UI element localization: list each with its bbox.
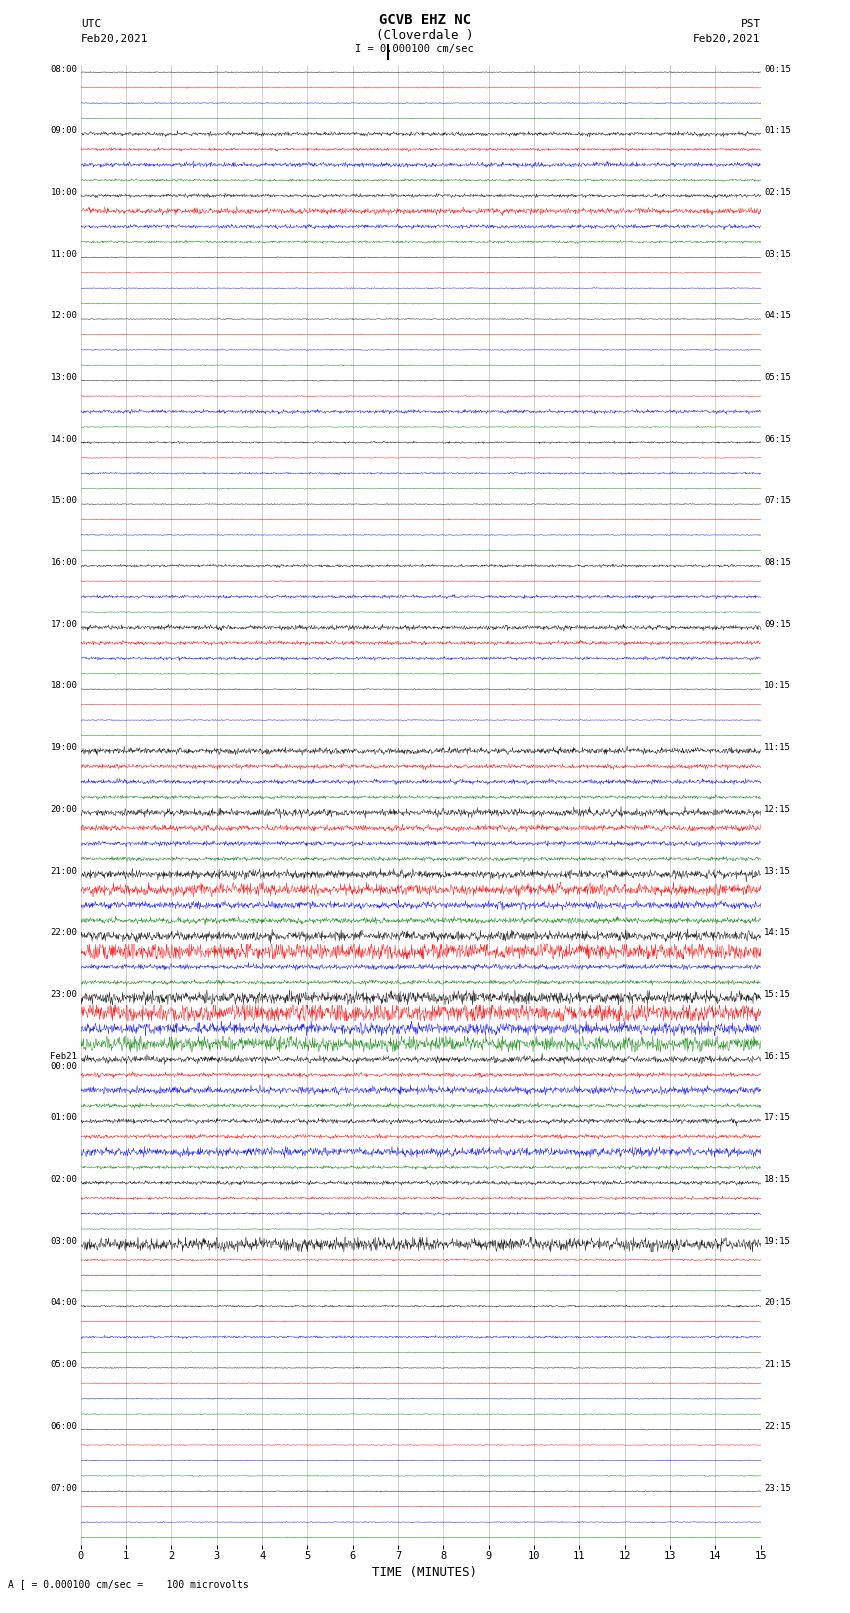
Text: 19:15: 19:15 xyxy=(764,1237,791,1245)
Text: 10:00: 10:00 xyxy=(50,189,77,197)
Text: 09:15: 09:15 xyxy=(764,619,791,629)
Text: 04:15: 04:15 xyxy=(764,311,791,321)
Text: 01:00: 01:00 xyxy=(50,1113,77,1123)
Text: 06:00: 06:00 xyxy=(50,1423,77,1431)
Text: A [ = 0.000100 cm/sec =    100 microvolts: A [ = 0.000100 cm/sec = 100 microvolts xyxy=(8,1579,249,1589)
Text: 22:15: 22:15 xyxy=(764,1423,791,1431)
Text: 12:15: 12:15 xyxy=(764,805,791,815)
Text: 09:00: 09:00 xyxy=(50,126,77,135)
Text: 13:15: 13:15 xyxy=(764,866,791,876)
Text: 04:00: 04:00 xyxy=(50,1298,77,1308)
Text: 12:00: 12:00 xyxy=(50,311,77,321)
Text: UTC: UTC xyxy=(81,19,101,29)
Text: 00:15: 00:15 xyxy=(764,65,791,74)
Text: 20:00: 20:00 xyxy=(50,805,77,815)
Text: 05:15: 05:15 xyxy=(764,373,791,382)
Text: 16:15: 16:15 xyxy=(764,1052,791,1061)
Text: 07:15: 07:15 xyxy=(764,497,791,505)
Text: 05:00: 05:00 xyxy=(50,1360,77,1369)
Text: 08:15: 08:15 xyxy=(764,558,791,568)
Text: 03:15: 03:15 xyxy=(764,250,791,258)
Text: 08:00: 08:00 xyxy=(50,65,77,74)
Text: 01:15: 01:15 xyxy=(764,126,791,135)
Text: 15:15: 15:15 xyxy=(764,990,791,998)
Text: 21:00: 21:00 xyxy=(50,866,77,876)
Text: 22:00: 22:00 xyxy=(50,929,77,937)
Text: 17:00: 17:00 xyxy=(50,619,77,629)
Text: (Cloverdale ): (Cloverdale ) xyxy=(377,29,473,42)
Text: 19:00: 19:00 xyxy=(50,744,77,752)
Text: 07:00: 07:00 xyxy=(50,1484,77,1492)
Text: 02:00: 02:00 xyxy=(50,1176,77,1184)
Text: PST: PST xyxy=(740,19,761,29)
Text: I = 0.000100 cm/sec: I = 0.000100 cm/sec xyxy=(355,44,474,53)
Text: 17:15: 17:15 xyxy=(764,1113,791,1123)
Text: 11:00: 11:00 xyxy=(50,250,77,258)
Text: Feb21
00:00: Feb21 00:00 xyxy=(50,1052,77,1071)
Text: 15:00: 15:00 xyxy=(50,497,77,505)
Text: 20:15: 20:15 xyxy=(764,1298,791,1308)
Text: 10:15: 10:15 xyxy=(764,681,791,690)
Text: 16:00: 16:00 xyxy=(50,558,77,568)
Text: 23:00: 23:00 xyxy=(50,990,77,998)
Text: 23:15: 23:15 xyxy=(764,1484,791,1492)
Text: 02:15: 02:15 xyxy=(764,189,791,197)
Text: 18:15: 18:15 xyxy=(764,1176,791,1184)
Text: 06:15: 06:15 xyxy=(764,434,791,444)
Text: 21:15: 21:15 xyxy=(764,1360,791,1369)
Text: 14:15: 14:15 xyxy=(764,929,791,937)
Text: Feb20,2021: Feb20,2021 xyxy=(81,34,148,44)
Text: 11:15: 11:15 xyxy=(764,744,791,752)
Text: 03:00: 03:00 xyxy=(50,1237,77,1245)
Text: TIME (MINUTES): TIME (MINUTES) xyxy=(372,1566,478,1579)
Text: Feb20,2021: Feb20,2021 xyxy=(694,34,761,44)
Text: 13:00: 13:00 xyxy=(50,373,77,382)
Text: GCVB EHZ NC: GCVB EHZ NC xyxy=(379,13,471,27)
Text: 18:00: 18:00 xyxy=(50,681,77,690)
Text: 14:00: 14:00 xyxy=(50,434,77,444)
